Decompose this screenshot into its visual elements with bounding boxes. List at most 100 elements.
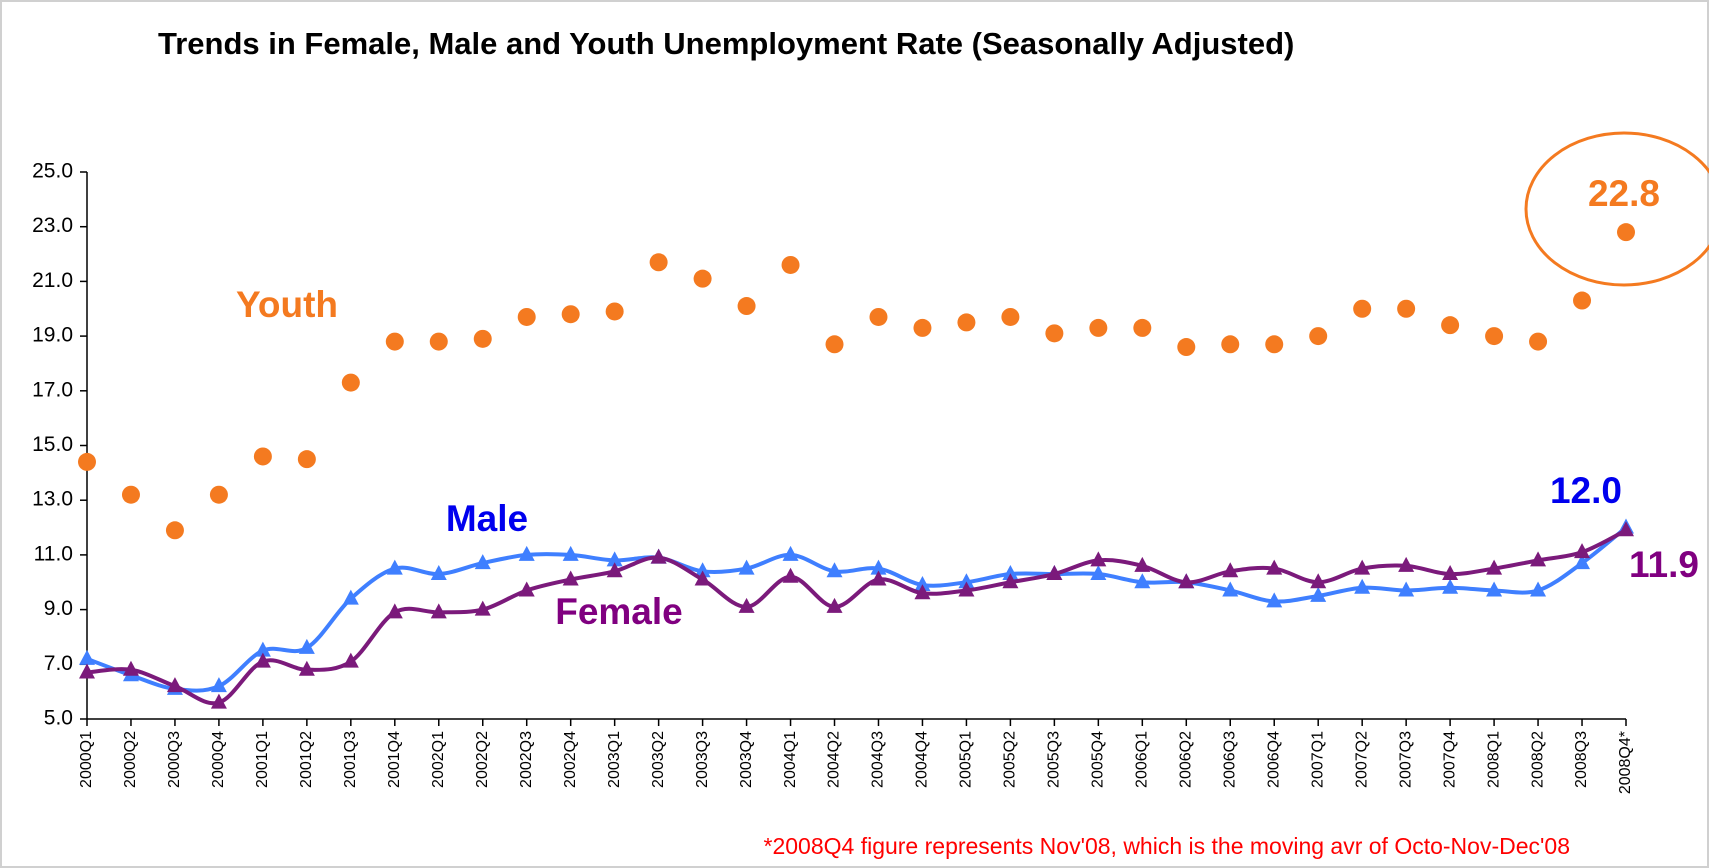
- marker: [474, 554, 491, 570]
- marker: [958, 573, 975, 589]
- marker: [165, 521, 184, 540]
- marker: [1618, 521, 1634, 537]
- x-tick-label: 2003Q2: [650, 731, 667, 788]
- x-tick-label: 2006Q2: [1178, 731, 1195, 788]
- highlight-circle: [1524, 131, 1709, 287]
- marker: [474, 600, 491, 616]
- x-tick-label: 2001Q1: [254, 731, 271, 788]
- x-tick-label: 2001Q3: [342, 731, 359, 788]
- marker: [693, 269, 712, 288]
- marker: [737, 297, 756, 316]
- y-tick-label: 21.0: [32, 269, 73, 292]
- data-label: 22.8: [1588, 173, 1660, 214]
- marker: [781, 255, 800, 274]
- marker: [341, 373, 360, 392]
- series-label: Youth: [236, 284, 338, 325]
- y-tick-label: 25.0: [32, 160, 73, 183]
- marker: [958, 581, 975, 597]
- marker: [1310, 573, 1327, 589]
- marker: [1089, 318, 1108, 337]
- marker: [913, 318, 932, 337]
- x-tick-label: 2002Q3: [518, 731, 535, 788]
- x-tick-label: 2003Q3: [694, 731, 711, 788]
- marker: [386, 559, 403, 575]
- x-tick-label: 2002Q4: [562, 731, 579, 788]
- x-tick-label: 2001Q4: [386, 731, 403, 788]
- x-tick-label: 2008Q3: [1573, 731, 1590, 788]
- marker: [606, 551, 623, 567]
- footnote: *2008Q4 figure represents Nov'08, which …: [764, 833, 1571, 859]
- marker: [738, 559, 755, 575]
- data-label: 12.0: [1550, 470, 1622, 511]
- x-tick-label: 2005Q1: [958, 731, 975, 788]
- marker: [650, 548, 667, 564]
- marker: [1045, 324, 1064, 343]
- marker: [1442, 565, 1459, 581]
- x-tick-label: 2007Q3: [1397, 731, 1414, 788]
- x-tick-label: 2004Q3: [870, 731, 887, 788]
- y-tick-label: 15.0: [32, 433, 73, 456]
- x-tick-label: 2006Q1: [1134, 731, 1151, 788]
- x-tick-label: 2003Q1: [606, 731, 623, 788]
- marker: [870, 559, 887, 575]
- marker: [254, 652, 271, 668]
- marker: [430, 603, 447, 619]
- marker: [385, 332, 404, 351]
- marker: [429, 332, 448, 351]
- marker: [826, 597, 843, 613]
- y-tick-label: 7.0: [44, 652, 73, 675]
- data-label: 11.9: [1629, 544, 1699, 585]
- series-label: Female: [555, 591, 683, 632]
- x-tick-label: 2000Q4: [210, 731, 227, 788]
- marker: [517, 307, 536, 326]
- marker: [253, 447, 272, 466]
- marker: [78, 452, 96, 471]
- marker: [1530, 551, 1547, 567]
- marker: [166, 677, 183, 693]
- x-tick-label: 2000Q1: [78, 731, 95, 788]
- marker: [1090, 565, 1107, 581]
- marker: [298, 638, 315, 654]
- marker: [209, 485, 228, 504]
- marker: [1309, 327, 1328, 346]
- x-tick-label: 2000Q2: [122, 731, 139, 788]
- marker: [297, 450, 316, 469]
- marker: [1134, 573, 1151, 589]
- marker: [869, 307, 888, 326]
- x-tick-label: 2002Q2: [474, 731, 491, 788]
- marker: [1530, 581, 1547, 597]
- marker: [79, 649, 95, 665]
- marker: [1090, 551, 1107, 567]
- marker: [782, 567, 799, 583]
- marker: [957, 313, 976, 332]
- marker: [826, 562, 843, 578]
- marker: [1221, 335, 1240, 354]
- x-tick-label: 2007Q1: [1309, 731, 1326, 788]
- marker: [254, 641, 271, 657]
- x-tick-label: 2008Q1: [1485, 731, 1502, 788]
- marker: [562, 545, 579, 561]
- y-tick-label: 5.0: [44, 707, 73, 730]
- marker: [386, 603, 403, 619]
- y-tick-label: 11.0: [34, 542, 73, 565]
- marker: [1222, 562, 1239, 578]
- marker: [606, 562, 623, 578]
- marker: [1441, 316, 1460, 335]
- marker: [1002, 565, 1019, 581]
- marker: [121, 485, 140, 504]
- marker: [605, 302, 624, 321]
- x-tick-label: 2002Q1: [430, 731, 447, 788]
- x-tick-label: 2006Q3: [1221, 731, 1238, 788]
- marker: [562, 570, 579, 586]
- marker: [210, 677, 227, 693]
- x-tick-label: 2007Q2: [1353, 731, 1370, 788]
- marker: [1397, 299, 1416, 318]
- marker: [1442, 578, 1459, 594]
- marker: [1178, 573, 1195, 589]
- chart-title: Trends in Female, Male and Youth Unemplo…: [158, 26, 1294, 61]
- marker: [1002, 573, 1019, 589]
- marker: [1574, 554, 1591, 570]
- marker: [738, 597, 755, 613]
